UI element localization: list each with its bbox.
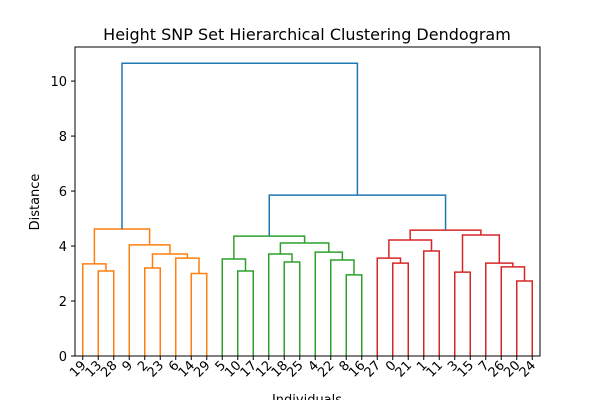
dendrogram-link: [516, 280, 533, 356]
dendrogram-link: [128, 244, 171, 356]
y-tick-label: 8: [59, 130, 67, 145]
dendrogram-link: [314, 251, 344, 356]
y-tick-label: 0: [59, 350, 67, 365]
leaf-label: 9: [120, 358, 136, 374]
dendrogram-link: [233, 235, 306, 259]
dendrogram-link: [279, 242, 330, 255]
leaf-label: 21: [393, 358, 415, 380]
dendrogram-link: [388, 239, 433, 259]
dendrogram-link: [93, 228, 151, 264]
leaf-label: 25: [284, 358, 306, 380]
dendrogram-link: [454, 271, 471, 356]
leaf-label: 11: [424, 358, 446, 380]
dendrogram-link: [392, 262, 409, 356]
dendrogram-link: [500, 266, 526, 356]
leaf-label: 24: [517, 358, 539, 380]
x-axis-label: Individuals: [272, 393, 342, 400]
leaf-label: 22: [315, 358, 337, 380]
plot-frame: [74, 46, 541, 357]
dendrogram-link: [97, 270, 115, 356]
chart-title: Height SNP Set Hierarchical Clustering D…: [103, 25, 511, 44]
leaf-label: 28: [98, 358, 120, 380]
leaf-label: 15: [455, 358, 477, 380]
y-axis-label: Distance: [28, 174, 43, 231]
dendrogram-link: [423, 250, 440, 356]
dendrogram-link: [268, 253, 293, 356]
dendrogram-link: [345, 274, 363, 356]
dendrogram-link: [151, 253, 189, 269]
dendrogram-link: [82, 263, 107, 356]
dendrogram-link: [461, 234, 501, 273]
y-tick-label: 6: [59, 185, 67, 200]
dendrogram-link: [175, 257, 200, 356]
y-tick-label: 2: [59, 295, 67, 310]
leaf-label: 29: [191, 358, 213, 380]
dendrogram-link: [237, 270, 254, 356]
dendrogram-link: [221, 258, 247, 356]
leaf-label: 27: [362, 358, 384, 380]
leaf-label: 23: [145, 358, 167, 380]
dendrogram-link: [376, 257, 402, 356]
dendrogram-link: [283, 261, 301, 356]
y-tick-label: 4: [59, 240, 67, 255]
dendrogram-link: [409, 229, 482, 240]
dendrogram-link: [121, 62, 359, 229]
y-tick-label: 10: [50, 75, 67, 90]
dendrogram-link: [190, 272, 208, 356]
dendrogram-link: [144, 267, 161, 356]
dendrogram-link: [485, 262, 514, 356]
